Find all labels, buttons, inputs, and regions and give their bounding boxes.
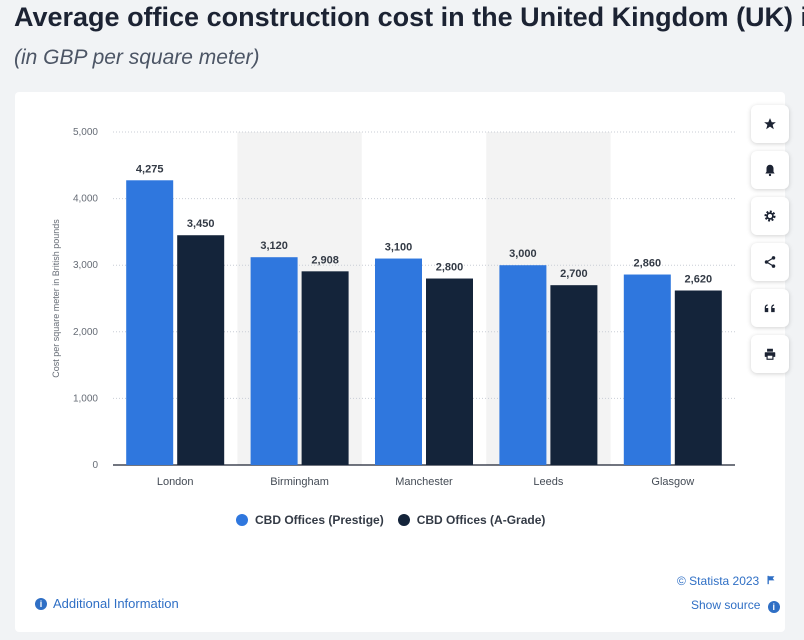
y-tick-label: 5,000: [73, 127, 98, 138]
x-tick-label: London: [157, 476, 194, 488]
data-label: 3,120: [260, 240, 288, 252]
y-tick-label: 3,000: [73, 260, 98, 271]
quote-icon: [764, 304, 775, 313]
star-icon: [764, 118, 776, 130]
bar-agrade: [426, 278, 473, 465]
print-button[interactable]: [751, 335, 789, 373]
x-tick-label: Birmingham: [270, 476, 329, 488]
x-tick-label: Manchester: [395, 476, 453, 488]
x-tick-label: Leeds: [533, 476, 563, 488]
chart-legend: CBD Offices (Prestige) CBD Offices (A-Gr…: [236, 513, 545, 527]
data-label: 3,100: [385, 242, 413, 254]
additional-info-label: Additional Information: [53, 596, 179, 611]
bar-agrade: [301, 271, 349, 465]
additional-info-link[interactable]: i Additional Information: [35, 596, 179, 611]
flag-icon: [767, 575, 774, 585]
chart-toolbar: [751, 105, 789, 381]
legend-item-agrade[interactable]: CBD Offices (A-Grade): [397, 513, 546, 527]
bell-icon: [765, 164, 775, 177]
show-source-label: Show source: [691, 598, 761, 612]
data-label: 4,275: [136, 163, 164, 175]
data-label: 3,000: [509, 248, 537, 260]
copyright-link[interactable]: © Statista 2023: [677, 574, 776, 588]
data-label: 2,700: [560, 268, 588, 280]
data-label: 2,908: [311, 254, 339, 266]
gear-icon: [764, 210, 776, 222]
legend-dot-prestige: [236, 514, 248, 526]
legend-label-agrade: CBD Offices (A-Grade): [416, 513, 546, 527]
notification-button[interactable]: [751, 151, 789, 189]
data-label: 3,450: [187, 218, 215, 230]
bar-prestige: [499, 265, 547, 465]
y-tick-label: 0: [92, 460, 98, 471]
copyright-text: © Statista 2023: [677, 574, 760, 588]
share-button[interactable]: [751, 243, 789, 281]
share-icon: [764, 256, 776, 268]
bar-prestige: [623, 274, 671, 465]
bar-prestige: [250, 257, 298, 465]
bar-agrade: [550, 285, 598, 465]
info-icon: i: [767, 601, 780, 613]
x-tick-label: Glasgow: [651, 476, 694, 488]
y-axis-label: Cost per square meter in British pounds: [51, 219, 61, 378]
chart-subtitle: (in GBP per square meter): [14, 46, 260, 69]
data-label: 2,860: [634, 258, 662, 270]
legend-item-prestige[interactable]: CBD Offices (Prestige): [236, 513, 384, 527]
y-tick-label: 1,000: [73, 393, 98, 404]
legend-label-prestige: CBD Offices (Prestige): [255, 513, 384, 527]
cite-button[interactable]: [751, 289, 789, 327]
legend-dot-agrade: [397, 514, 410, 526]
bar-agrade: [177, 235, 225, 465]
bar-chart: 0 1,000 2,000 3,000 4,000 5,000 Cost per squar…: [51, 127, 735, 488]
data-label: 2,620: [685, 274, 713, 286]
favorite-button[interactable]: [751, 105, 789, 143]
show-source-link[interactable]: Show source i: [691, 598, 780, 613]
print-icon: [764, 348, 776, 360]
chart-title: Average office construction cost in the …: [14, 2, 804, 32]
bar-prestige: [375, 258, 422, 465]
bar-prestige: [126, 180, 174, 465]
settings-button[interactable]: [751, 197, 789, 235]
info-icon: i: [35, 597, 47, 610]
bar-agrade: [674, 290, 722, 465]
y-tick-label: 2,000: [73, 327, 98, 338]
y-tick-label: 4,000: [73, 194, 98, 205]
data-label: 2,800: [436, 262, 464, 274]
